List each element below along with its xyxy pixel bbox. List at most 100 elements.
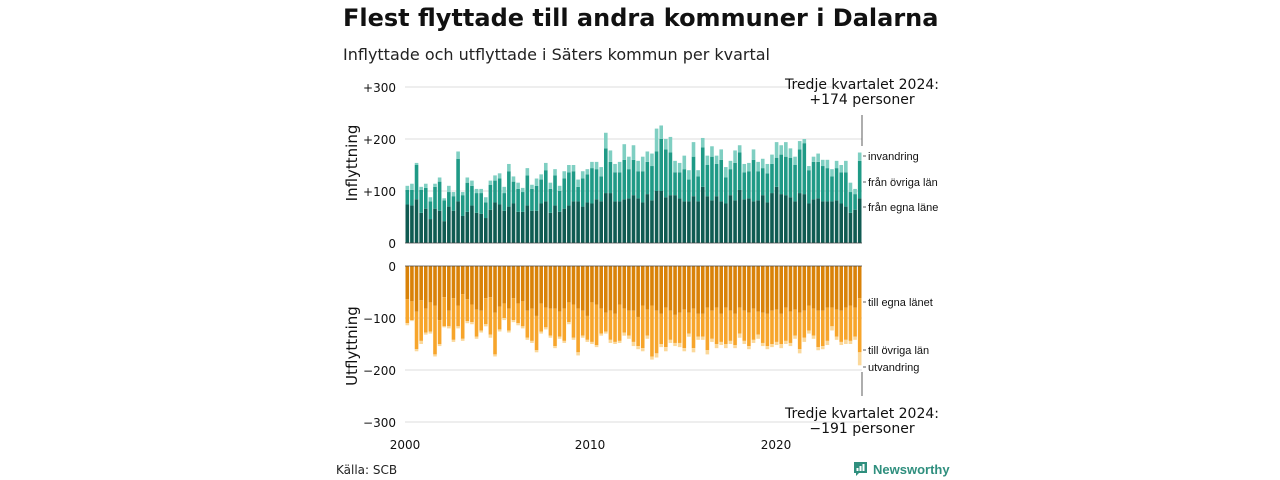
bar-out-other: [696, 313, 700, 337]
bar-in-immigration: [760, 158, 765, 169]
bar-in-immigration: [737, 145, 742, 153]
bar-out-emigration: [442, 326, 447, 328]
bar-out-own: [580, 266, 585, 311]
bar-out-own: [470, 266, 474, 305]
bar-out-other: [714, 307, 719, 344]
bar-out-own: [668, 266, 673, 311]
bar-in-immigration: [557, 185, 562, 191]
bar-in-other: [710, 156, 714, 201]
bar-in-other: [687, 179, 691, 202]
bar-in-other: [719, 159, 724, 202]
bar-out-own: [576, 266, 580, 309]
bar-in-own: [742, 199, 747, 243]
bar-out-other: [728, 310, 733, 341]
bar-in-own: [470, 205, 474, 243]
bar-in-other: [664, 149, 668, 198]
bar-in-immigration: [493, 175, 497, 181]
bar-out-other: [664, 307, 668, 348]
bar-in-other: [631, 159, 636, 196]
bar-out-own: [497, 266, 502, 307]
bar-out-own: [737, 266, 742, 308]
bar-out-emigration: [428, 331, 433, 334]
bar-in-own: [631, 195, 636, 243]
bar-out-other: [687, 312, 691, 334]
bar-out-other: [733, 313, 737, 346]
bar-out-emigration: [756, 334, 760, 339]
bar-out-emigration: [410, 320, 414, 322]
bar-in-own: [673, 195, 677, 243]
bar-in-other: [844, 172, 848, 207]
bar-in-immigration: [604, 132, 608, 149]
bar-in-other: [636, 171, 640, 199]
bar-in-other: [497, 178, 502, 205]
bar-in-other: [724, 177, 728, 204]
bar-in-immigration: [567, 165, 571, 173]
bar-in-own: [788, 197, 793, 243]
bar-out-other: [756, 311, 760, 335]
segment-labels: invandring från övriga län från egna län…: [863, 151, 938, 374]
newsworthy-logo-icon: [854, 462, 867, 476]
bar-out-own: [830, 266, 834, 308]
bar-in-immigration: [640, 156, 645, 172]
bar-out-emigration: [465, 321, 470, 324]
bar-out-own: [857, 266, 862, 299]
bar-out-other: [857, 298, 862, 353]
bar-in-immigration: [507, 163, 511, 172]
bar-in-immigration: [682, 155, 687, 170]
label-out-other: till övriga län: [868, 345, 929, 357]
bar-out-other: [530, 308, 534, 341]
bar-out-other: [571, 304, 576, 338]
bar-in-immigration: [830, 169, 834, 177]
bar-in-other: [493, 180, 497, 203]
bar-in-other: [617, 172, 622, 202]
bar-in-immigration: [724, 167, 728, 178]
bar-in-other: [433, 186, 437, 209]
bar-in-other: [428, 201, 433, 220]
bar-out-own: [802, 266, 807, 311]
bar-out-emigration: [460, 338, 465, 341]
bar-out-other: [811, 308, 816, 336]
bar-in-immigration: [710, 146, 714, 157]
bar-out-own: [608, 266, 613, 311]
bar-out-other: [460, 294, 465, 339]
bar-out-other: [479, 310, 483, 331]
bar-in-own: [451, 210, 456, 243]
bar-out-other: [599, 308, 603, 334]
bar-in-own: [774, 186, 779, 243]
bar-out-own: [433, 266, 437, 306]
brand-logo: Newsworthy: [853, 461, 950, 477]
bar-in-immigration: [825, 159, 830, 169]
bar-in-immigration: [451, 192, 456, 197]
bar-out-emigration: [857, 352, 862, 366]
bar-in-other: [774, 157, 779, 187]
bar-in-own: [751, 201, 756, 243]
bar-out-emigration: [728, 340, 733, 344]
bar-out-emigration: [784, 340, 788, 344]
bar-in-immigration: [460, 192, 465, 196]
bar-out-own: [414, 266, 419, 312]
bar-out-other: [580, 310, 585, 336]
bar-in-own: [797, 193, 802, 243]
bar-in-other: [525, 175, 530, 206]
source-note: Källa: SCB: [336, 463, 398, 477]
bar-out-other: [654, 310, 659, 354]
bar-out-own: [820, 266, 825, 311]
bar-out-other: [677, 312, 682, 343]
bar-out-own: [479, 266, 483, 311]
bar-in-other: [405, 189, 410, 205]
bar-in-own: [770, 193, 774, 243]
bar-in-immigration: [733, 150, 737, 163]
bar-out-other: [705, 307, 710, 351]
chart-canvas: +300 +200 +100 0 0 −100 −200 −300 Inflyt…: [343, 77, 939, 452]
bar-out-emigration: [645, 335, 650, 339]
bar-in-own: [853, 209, 857, 243]
bar-out-emigration: [788, 342, 793, 347]
bar-out-own: [682, 266, 687, 310]
bar-in-immigration: [659, 125, 663, 139]
bar-out-own: [747, 266, 751, 313]
bar-in-own: [696, 201, 700, 243]
bar-in-own: [779, 194, 784, 243]
bar-out-other: [807, 305, 811, 331]
bar-in-immigration: [631, 145, 636, 160]
bar-in-own: [479, 213, 483, 243]
